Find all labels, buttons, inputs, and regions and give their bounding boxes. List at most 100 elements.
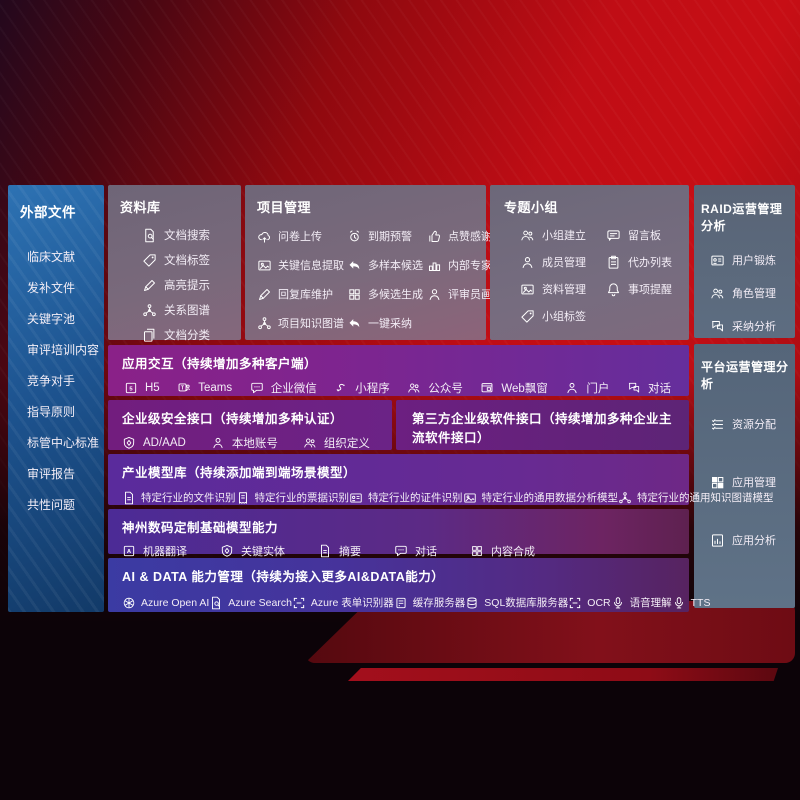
item-web-popup[interactable]: Web飘窗 xyxy=(480,380,548,396)
item-content-synthesis[interactable]: 内容合成 xyxy=(470,543,535,559)
item-receipt-recognition[interactable]: 特定行业的票据识别 xyxy=(236,490,349,505)
item-project-knowledge-graph[interactable]: 项目知识图谱 xyxy=(257,315,347,331)
item-key-entities[interactable]: 关键实体 xyxy=(220,543,285,559)
sidebar-item-competitors[interactable]: 竞争对手 xyxy=(27,374,76,388)
item-file-recognition[interactable]: 特定行业的文件识别 xyxy=(122,490,236,505)
chat-qa-icon xyxy=(627,381,641,395)
item-wechat-work[interactable]: 企业微信 xyxy=(250,380,317,396)
sidebar-item-common-issues[interactable]: 共性问题 xyxy=(27,498,76,512)
item-data-analysis-model[interactable]: 特定行业的通用数据分析模型 xyxy=(463,490,618,505)
sidebar-item-supplement-files[interactable]: 发补文件 xyxy=(27,281,76,295)
item-todo-list[interactable]: 代办列表 xyxy=(606,254,681,270)
item-machine-translation[interactable]: 机器翻译 xyxy=(122,543,187,559)
translate-icon xyxy=(122,544,136,558)
sidebar-item-clinical-literature[interactable]: 临床文献 xyxy=(27,250,76,264)
item-app-analysis[interactable]: 应用分析 xyxy=(710,532,791,548)
ocr-brackets-icon xyxy=(292,596,306,610)
item-group-create[interactable]: 小组建立 xyxy=(520,227,606,243)
row-thirdparty-interfaces: 第三方企业级软件接口（持续增加多种企业主流软件接口） API自动化设计器 xyxy=(396,400,689,469)
item-certificate-recognition[interactable]: 特定行业的证件识别 xyxy=(349,490,463,505)
item-role-manage[interactable]: 角色管理 xyxy=(710,285,791,301)
panel-platform-analysis: 平台运营管理分析 资源分配 应用管理 应用分析 xyxy=(694,344,795,608)
doc-search-icon xyxy=(142,228,157,243)
item-dialogue[interactable]: 对话 xyxy=(627,380,671,396)
sidebar-item-keyword-pool[interactable]: 关键字池 xyxy=(27,312,76,326)
item-matter-reminder[interactable]: 事项提醒 xyxy=(606,281,681,297)
item-speech-understanding[interactable]: 语音理解 xyxy=(611,595,672,610)
item-summary[interactable]: 摘要 xyxy=(318,543,361,559)
sidebar-item-standards-center[interactable]: 标管中心标准 xyxy=(27,436,100,450)
item-one-click-adopt[interactable]: 一键采纳 xyxy=(347,315,427,331)
item-mini-program[interactable]: 小程序 xyxy=(334,380,390,396)
sidebar-item-review-training[interactable]: 审评培训内容 xyxy=(27,343,100,357)
item-doc-tags[interactable]: 文档标签 xyxy=(142,252,229,268)
network-icon xyxy=(142,303,157,318)
row-app-interaction: 应用交互（持续增加多种客户端） H5 Teams 企业微信 小程序 公众号 We… xyxy=(108,345,689,396)
people-icon xyxy=(303,436,317,450)
item-member-manage[interactable]: 成员管理 xyxy=(520,254,606,270)
item-reviewer-profile[interactable]: 评审员画像 xyxy=(427,286,514,302)
item-key-info-extract[interactable]: 关键信息提取 xyxy=(257,257,347,273)
person-icon xyxy=(211,436,225,450)
item-due-alert[interactable]: 到期预警 xyxy=(347,228,427,244)
item-azure-openai[interactable]: Azure Open AI xyxy=(122,596,209,610)
microphone-icon xyxy=(672,596,686,610)
item-form-recognizer[interactable]: Azure 表单识别器 xyxy=(292,595,394,610)
row-title: 第三方企业级软件接口（持续增加多种企业主流软件接口） xyxy=(412,412,673,445)
id-card-icon xyxy=(710,253,725,268)
openai-icon xyxy=(122,596,136,610)
item-doc-search[interactable]: 文档搜索 xyxy=(142,227,229,243)
item-org-definition[interactable]: 组织定义 xyxy=(303,435,370,451)
item-sql-server[interactable]: SQL数据库服务器 xyxy=(465,595,568,610)
puzzle-icon xyxy=(470,544,484,558)
list-icon xyxy=(710,417,725,432)
item-ad-aad[interactable]: AD/AAD xyxy=(122,436,186,450)
item-resource-allocation[interactable]: 资源分配 xyxy=(710,416,791,432)
person-icon xyxy=(520,255,535,270)
row-title: 产业模型库（持续添加端到端场景模型） xyxy=(122,466,357,480)
row-industry-models: 产业模型库（持续添加端到端场景模型） 特定行业的文件识别 特定行业的票据识别 特… xyxy=(108,454,774,505)
item-tts[interactable]: TTS xyxy=(672,596,710,610)
chat-bubble-icon xyxy=(250,381,264,395)
item-multi-sample-candidate[interactable]: 多样本候选 xyxy=(347,257,427,273)
document-icon xyxy=(122,491,136,505)
image-icon xyxy=(463,491,477,505)
item-app-manage[interactable]: 应用管理 xyxy=(710,474,791,490)
item-teams[interactable]: Teams xyxy=(177,381,232,395)
item-official-account[interactable]: 公众号 xyxy=(407,380,463,396)
item-like-thanks[interactable]: 点赞感谢 xyxy=(427,228,514,244)
people-icon xyxy=(710,286,725,301)
item-group-tags[interactable]: 小组标签 xyxy=(520,308,606,324)
sidebar-item-review-reports[interactable]: 审评报告 xyxy=(27,467,76,481)
image-icon xyxy=(257,258,272,273)
item-questionnaire-upload[interactable]: 问卷上传 xyxy=(257,228,347,244)
panel-raid-analysis: RAID运营管理分析 用户锻炼 角色管理 采纳分析 问题趋势 xyxy=(694,185,795,366)
item-azure-search[interactable]: Azure Search xyxy=(209,596,292,610)
item-doc-classify[interactable]: 文档分类 xyxy=(142,327,229,343)
item-h5[interactable]: H5 xyxy=(124,381,160,395)
item-ocr[interactable]: OCR xyxy=(568,596,611,610)
item-local-account[interactable]: 本地账号 xyxy=(211,435,278,451)
row-title: 企业级安全接口（持续增加多种认证） xyxy=(122,412,344,426)
item-material-manage[interactable]: 资料管理 xyxy=(520,281,606,297)
sidebar-item-guidelines[interactable]: 指导原则 xyxy=(27,405,76,419)
panel-special-groups: 专题小组 小组建立 留言板 成员管理 代办列表 资料管理 事项提醒 小组标签 xyxy=(490,185,689,340)
item-user-training[interactable]: 用户锻炼 xyxy=(710,252,791,268)
item-relation-graph[interactable]: 关系图谱 xyxy=(142,302,229,318)
item-highlight-tips[interactable]: 高亮提示 xyxy=(142,277,229,293)
item-dialogue[interactable]: 对话 xyxy=(394,543,437,559)
item-reply-library[interactable]: 回复库维护 xyxy=(257,286,347,302)
puzzle-icon xyxy=(347,287,362,302)
item-portal[interactable]: 门户 xyxy=(565,380,609,396)
network-icon xyxy=(618,491,632,505)
item-knowledge-graph-model[interactable]: 特定行业的通用知识图谱模型 xyxy=(618,490,774,505)
row-title: 神州数码定制基础模型能力 xyxy=(122,521,279,535)
item-cache-server[interactable]: 缓存服务器 xyxy=(394,595,465,610)
reply-arrow-icon xyxy=(347,258,362,273)
item-adoption-analysis[interactable]: 采纳分析 xyxy=(710,318,791,334)
item-multi-candidate-generate[interactable]: 多候选生成 xyxy=(347,286,427,302)
row-title: AI & DATA 能力管理（持续为接入更多AI&DATA能力） xyxy=(122,570,445,584)
podium-icon xyxy=(427,258,442,273)
item-message-board[interactable]: 留言板 xyxy=(606,227,681,243)
